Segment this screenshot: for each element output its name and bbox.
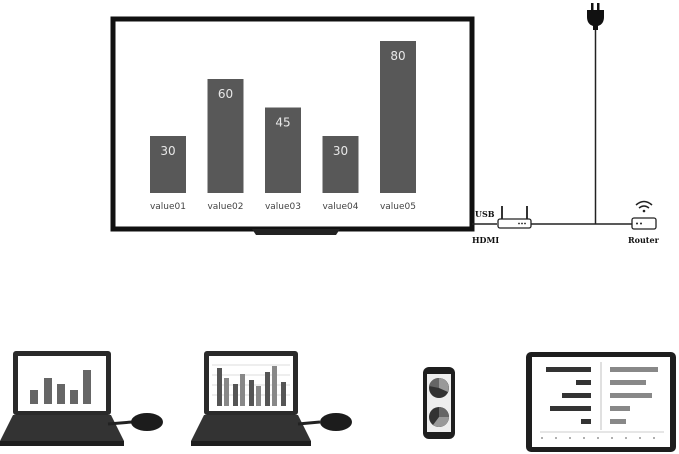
bar-value01 bbox=[150, 136, 186, 193]
usb-dongle-icon bbox=[107, 413, 163, 431]
bar-value-label: 80 bbox=[390, 49, 405, 63]
tv: 30 value01 60 value02 45 value03 30 value04 80 va… bbox=[110, 16, 475, 235]
power-plug-icon bbox=[587, 3, 604, 30]
bar-value05 bbox=[380, 41, 416, 193]
category-label: value05 bbox=[380, 202, 416, 212]
bar-value-label: 30 bbox=[333, 144, 348, 158]
bar-value-label: 45 bbox=[275, 116, 290, 130]
tv-bar-chart: 30 value01 60 value02 45 value03 30 value04 80 va… bbox=[150, 41, 416, 212]
tablet-icon bbox=[526, 352, 676, 452]
bar-value04 bbox=[322, 136, 359, 193]
category-label: value04 bbox=[322, 202, 358, 212]
category-label: value02 bbox=[207, 202, 243, 212]
bar-value-label: 30 bbox=[160, 144, 175, 158]
router-label: Router bbox=[628, 235, 660, 245]
usb-label: USB bbox=[475, 209, 495, 219]
bar-value02 bbox=[207, 79, 244, 193]
tablet-screen-chart bbox=[540, 362, 664, 439]
category-label: value03 bbox=[265, 202, 301, 212]
phone-screen-pie-charts bbox=[429, 377, 449, 427]
category-label: value01 bbox=[150, 202, 186, 212]
bar-value-label: 60 bbox=[218, 87, 233, 101]
smartphone-icon bbox=[423, 367, 455, 439]
laptop-icon bbox=[0, 351, 124, 446]
laptop-screen-chart bbox=[30, 370, 91, 404]
hdmi-label: HDMI bbox=[472, 235, 499, 245]
tv-stand bbox=[252, 229, 340, 235]
laptop-icon bbox=[191, 351, 311, 446]
bar-value03 bbox=[265, 107, 301, 193]
laptop-screen-chart bbox=[212, 364, 290, 406]
router-icon bbox=[631, 200, 657, 230]
wifi-icon bbox=[635, 200, 653, 213]
usb-dongle-icon bbox=[497, 206, 532, 229]
usb-dongle-icon bbox=[297, 413, 352, 431]
